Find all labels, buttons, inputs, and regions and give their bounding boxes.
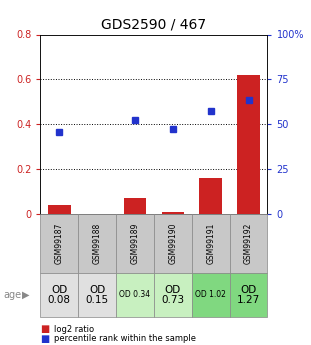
Bar <box>192 273 230 317</box>
Text: ▶: ▶ <box>22 290 29 300</box>
Bar <box>78 214 116 273</box>
Text: log2 ratio: log2 ratio <box>54 325 95 334</box>
Text: OD
0.73: OD 0.73 <box>161 285 184 305</box>
Bar <box>40 273 78 317</box>
Bar <box>154 214 192 273</box>
Bar <box>124 198 146 214</box>
Text: OD 0.34: OD 0.34 <box>119 290 151 299</box>
Bar <box>230 214 267 273</box>
Bar <box>48 205 71 214</box>
Text: OD
0.08: OD 0.08 <box>48 285 71 305</box>
Bar <box>116 273 154 317</box>
Bar <box>199 178 222 214</box>
Bar <box>116 214 154 273</box>
Text: OD 1.02: OD 1.02 <box>195 290 226 299</box>
Text: ■: ■ <box>40 334 50 344</box>
Text: GSM99187: GSM99187 <box>55 223 64 264</box>
Text: GSM99188: GSM99188 <box>93 223 102 264</box>
Text: GSM99191: GSM99191 <box>206 223 215 264</box>
Bar <box>192 214 230 273</box>
Text: GSM99189: GSM99189 <box>131 223 140 264</box>
Bar <box>40 214 78 273</box>
Bar <box>154 273 192 317</box>
Text: GSM99190: GSM99190 <box>168 223 177 264</box>
Bar <box>78 273 116 317</box>
Text: OD
0.15: OD 0.15 <box>86 285 109 305</box>
Text: GSM99192: GSM99192 <box>244 223 253 264</box>
Text: age: age <box>3 290 21 300</box>
Bar <box>237 75 260 214</box>
Text: ■: ■ <box>40 325 50 334</box>
Text: OD
1.27: OD 1.27 <box>237 285 260 305</box>
Bar <box>230 273 267 317</box>
Title: GDS2590 / 467: GDS2590 / 467 <box>101 18 207 32</box>
Text: percentile rank within the sample: percentile rank within the sample <box>54 334 197 343</box>
Bar <box>161 211 184 214</box>
